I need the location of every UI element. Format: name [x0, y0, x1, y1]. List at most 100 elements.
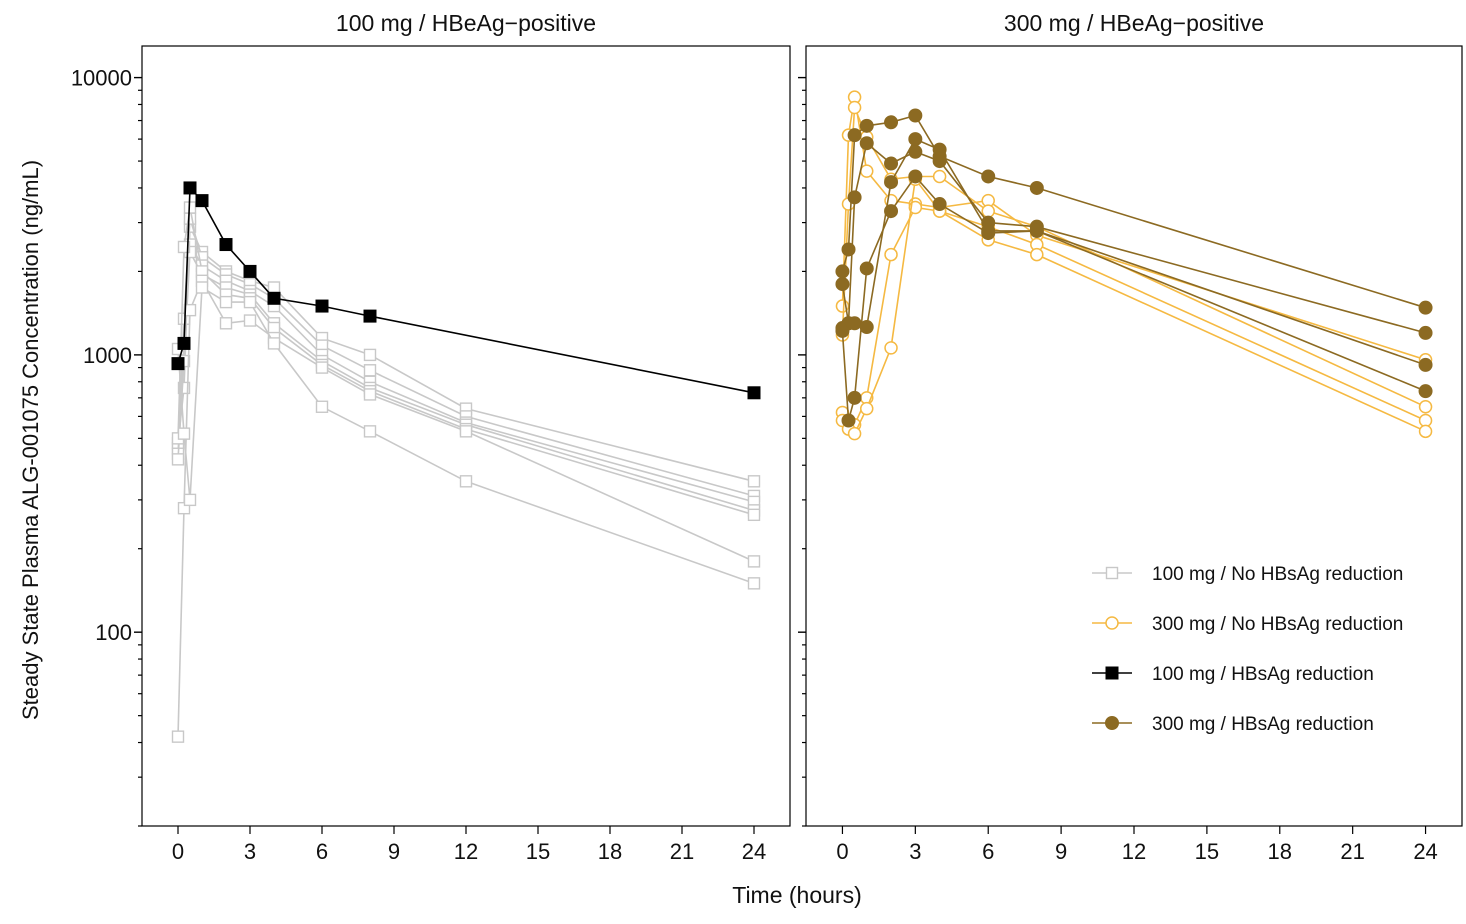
data-point — [1418, 300, 1433, 315]
data-point — [183, 212, 197, 225]
data-point — [267, 337, 281, 350]
series-red300 — [835, 132, 1433, 372]
data-point — [859, 261, 874, 276]
data-point — [1418, 357, 1433, 372]
legend-entry-red300: 300 mg / HBsAg reduction — [1092, 714, 1374, 735]
series-red300 — [835, 136, 1433, 340]
data-point — [932, 197, 947, 212]
series-line — [177, 185, 755, 394]
data-point — [363, 364, 377, 377]
data-point — [363, 425, 377, 438]
series-no300 — [835, 100, 1433, 414]
series-line — [177, 226, 755, 483]
data-point — [1029, 180, 1044, 195]
data-point — [267, 291, 281, 305]
series-no100 — [171, 274, 761, 743]
data-point — [219, 317, 233, 330]
data-point — [183, 181, 197, 195]
data-point — [981, 204, 995, 218]
panel-1: 100 mg / HBeAg−positive 100 1000 10000 0 3 6 9 1… — [71, 10, 791, 864]
data-point — [177, 381, 191, 395]
data-point — [1418, 384, 1433, 399]
panels-layer: 100 mg / HBeAg−positive 100 1000 10000 0 3 6 9 1… — [71, 10, 1463, 864]
data-point — [1418, 424, 1433, 439]
data-point — [1418, 325, 1433, 340]
data-point — [908, 108, 923, 123]
data-point — [884, 247, 898, 262]
series-no300 — [835, 172, 1433, 441]
data-point — [847, 390, 862, 405]
data-point — [884, 156, 899, 171]
legend-entry-no300: 300 mg / No HBsAg reduction — [1092, 614, 1403, 635]
data-point — [315, 400, 329, 413]
data-point — [884, 341, 898, 355]
data-point — [315, 299, 329, 313]
series-line — [841, 114, 1426, 309]
data-point — [243, 295, 257, 309]
x-tick-label: 21 — [670, 839, 694, 864]
x-tick-label: 12 — [454, 839, 478, 864]
data-point — [243, 264, 257, 278]
panel-title: 300 mg / HBeAg−positive — [1004, 10, 1264, 36]
data-point — [219, 238, 233, 252]
legend-label: 100 mg / HBsAg reduction — [1152, 664, 1374, 685]
data-point — [859, 320, 874, 335]
data-point — [177, 336, 191, 350]
legend: 100 mg / No HBsAg reduction 300 mg / No H… — [1092, 564, 1403, 735]
panel-title: 100 mg / HBeAg−positive — [336, 10, 596, 36]
series-line — [841, 175, 1426, 421]
data-point — [908, 132, 923, 147]
legend-marker — [1105, 716, 1119, 730]
series-no300 — [835, 200, 1433, 432]
series-no100 — [171, 281, 761, 590]
data-point — [847, 426, 862, 441]
x-tick-label: 3 — [244, 839, 256, 864]
data-point — [932, 142, 947, 157]
data-point — [459, 475, 473, 488]
legend-marker — [1105, 666, 1119, 680]
legend-label: 100 mg / No HBsAg reduction — [1152, 564, 1403, 585]
data-point — [747, 577, 761, 590]
data-point — [884, 175, 899, 190]
data-point — [171, 730, 185, 743]
series-line — [841, 141, 1426, 334]
data-point — [177, 427, 191, 440]
data-point — [859, 118, 874, 133]
x-tick-label: 24 — [1413, 839, 1437, 864]
y-axis-label: Steady State Plasma ALG-001075 Concentra… — [18, 160, 43, 720]
series-no100 — [171, 220, 761, 488]
series-line — [177, 241, 755, 503]
data-point — [315, 361, 329, 374]
data-point — [747, 386, 761, 400]
series-no100 — [171, 212, 761, 503]
series-red300 — [835, 108, 1433, 315]
x-tick-label: 12 — [1122, 839, 1146, 864]
x-tick-label: 6 — [982, 839, 994, 864]
x-tick-label: 6 — [316, 839, 328, 864]
x-tick-label: 18 — [598, 839, 622, 864]
data-point — [171, 453, 185, 466]
data-point — [835, 277, 850, 292]
y-tick-label: 10000 — [71, 66, 132, 91]
data-point — [183, 493, 197, 507]
x-tick-label: 18 — [1268, 839, 1292, 864]
x-tick-label: 3 — [909, 839, 921, 864]
series-line — [177, 207, 755, 516]
x-tick-label: 21 — [1340, 839, 1364, 864]
series-line — [841, 107, 1426, 408]
data-point — [1029, 223, 1044, 238]
data-point — [363, 388, 377, 401]
data-point — [1030, 247, 1044, 262]
series-no100 — [171, 238, 761, 509]
x-tick-label: 15 — [526, 839, 550, 864]
panel-frame — [805, 45, 1463, 827]
series-red300 — [835, 169, 1433, 428]
legend-label: 300 mg / No HBsAg reduction — [1152, 614, 1403, 635]
x-tick-label: 9 — [1055, 839, 1067, 864]
data-point — [859, 401, 874, 416]
data-point — [363, 309, 377, 323]
series-line — [177, 218, 755, 497]
x-tick-label: 0 — [172, 839, 184, 864]
data-point — [847, 128, 862, 143]
